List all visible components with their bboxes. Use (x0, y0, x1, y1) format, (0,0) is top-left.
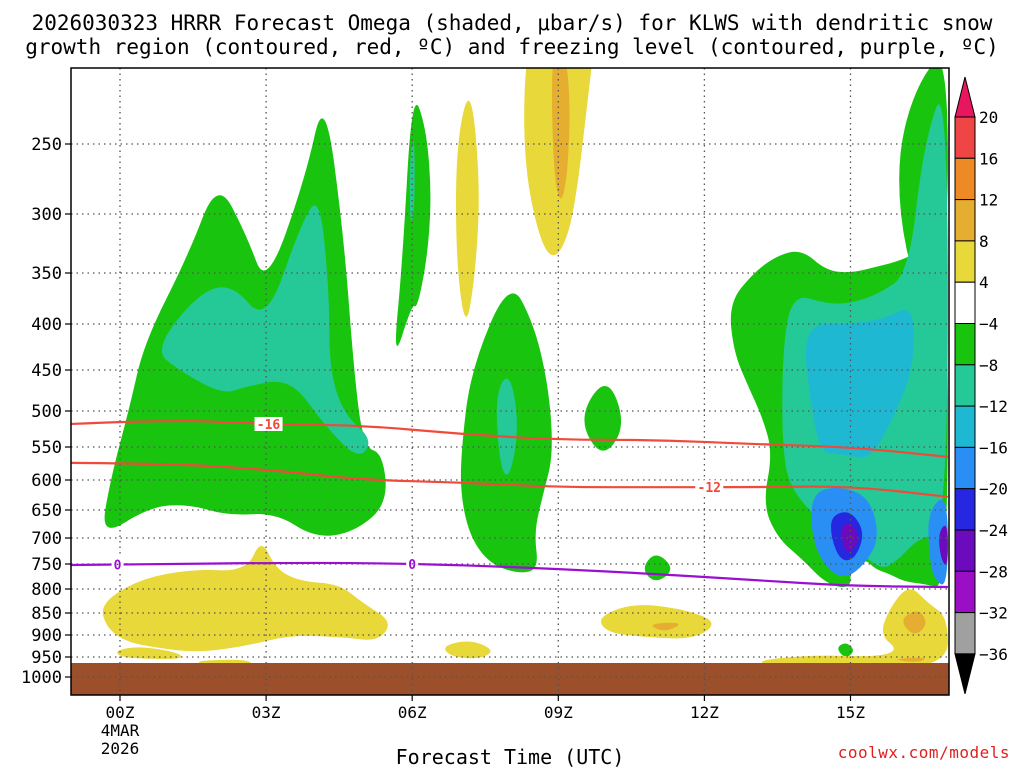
grid (71, 68, 949, 695)
colorbar-label-10: −24 (979, 521, 1008, 540)
x-tick-06Z: 06Z (398, 703, 427, 722)
contour-label-bg (111, 557, 124, 572)
x-tick-03Z: 03Z (252, 703, 281, 722)
date-label-1: 2026 (101, 739, 140, 758)
omega-region-rise-0700 (456, 100, 479, 317)
colorbar-swatch-8 (954, 405, 976, 448)
colorbar-swatch-12 (954, 570, 976, 614)
x-tick-00Z: 00Z (106, 703, 135, 722)
terrain-band (71, 663, 949, 695)
contour-freezing_level (71, 561, 948, 589)
contour-label-bg (406, 557, 419, 571)
colorbar-label-8: −16 (979, 438, 1008, 457)
colorbar-label-13: −36 (979, 645, 1008, 664)
omega-region-rise-low-right-core (903, 611, 926, 634)
contours: -16 -12 0 0 (71, 416, 949, 589)
colorbar-swatch-3 (954, 199, 976, 242)
omega-region-rise-0900-core (551, 68, 570, 199)
omega-region-sink-0800-core (496, 378, 517, 475)
y-tick-800: 800 (31, 580, 62, 600)
colorbar-swatch-4 (954, 240, 976, 283)
x-tick-15Z: 15Z (836, 703, 865, 722)
colorbar: 20 16 12 8 4 −4 −8 −12 −16 −20 −24 −28 −32 −36 (954, 76, 1008, 695)
colorbar-swatch-7 (954, 364, 976, 407)
colorbar-label-0: 20 (979, 108, 998, 127)
colorbar-swatch-11 (954, 529, 976, 572)
chart-title-line2: growth region (contoured, red, ºC) and f… (25, 35, 999, 59)
y-tick-550: 550 (31, 438, 62, 458)
omega-region-sink-1000 (584, 385, 622, 451)
omega-region-rise-low-mid2-core (652, 622, 679, 631)
y-tick-750: 750 (31, 555, 62, 575)
x-tick-12Z: 12Z (690, 703, 719, 722)
colorbar-cap-bottom (954, 653, 976, 695)
omega-region-rise-low-mid2 (601, 605, 712, 639)
omega-shading (102, 68, 948, 667)
omega-region-rise-low-right (761, 589, 948, 667)
colorbar-label-11: −28 (979, 562, 1008, 581)
colorbar-swatch-5 (954, 281, 976, 325)
y-tick-400: 400 (31, 315, 62, 335)
colorbar-swatch-13 (954, 612, 976, 655)
y-axis: 2503003504004505005506006507007508008509… (21, 135, 71, 688)
omega-region-sink-right-edge-core (939, 525, 948, 565)
colorbar-label-7: −12 (979, 397, 1008, 416)
colorbar-swatch-10 (954, 488, 976, 531)
omega-region-sink-right-low-max (841, 523, 858, 552)
colorbar-label-6: −8 (979, 356, 998, 375)
y-tick-1000: 1000 (21, 668, 62, 688)
plot-frame (70, 67, 950, 696)
omega-region-sink-right-edge (928, 499, 948, 585)
contour-label-bg (695, 480, 724, 495)
colorbar-label-12: −32 (979, 604, 1008, 623)
omega-region-rise-low-right-core2 (897, 657, 925, 662)
y-tick-300: 300 (31, 205, 62, 225)
y-tick-250: 250 (31, 135, 62, 155)
contour-label-dgz_top: -16 (257, 418, 281, 433)
chart-title-line1: 2026030323 HRRR Forecast Omega (shaded, … (31, 11, 993, 35)
x-tick-09Z: 09Z (544, 703, 573, 722)
omega-region-rise-low-left (102, 546, 388, 652)
colorbar-swatch-1 (954, 116, 976, 159)
colorbar-label-2: 12 (979, 191, 998, 210)
y-tick-450: 450 (31, 361, 62, 381)
date-label-0: 4MAR (101, 721, 140, 740)
colorbar-swatch-6 (954, 323, 976, 366)
y-tick-350: 350 (31, 264, 62, 284)
omega-region-sink-0530 (395, 104, 431, 347)
y-tick-850: 850 (31, 604, 62, 624)
colorbar-cap-top (954, 76, 976, 118)
contour-label-dgz_bottom: -12 (698, 481, 721, 496)
y-tick-600: 600 (31, 471, 62, 491)
contour-label-bg (254, 416, 283, 431)
contour-dgz_bottom (71, 461, 949, 498)
colorbar-label-5: −4 (979, 315, 998, 334)
omega-region-sink-0530-core (409, 140, 415, 221)
colorbar-label-9: −20 (979, 480, 1008, 499)
colorbar-label-3: 8 (979, 232, 989, 251)
credit-link[interactable]: coolwx.com/models (837, 743, 1010, 762)
x-axis-label: Forecast Time (UTC) (396, 745, 625, 768)
y-tick-900: 900 (31, 626, 62, 646)
colorbar-label-1: 16 (979, 149, 998, 168)
y-tick-950: 950 (31, 648, 62, 668)
y-tick-500: 500 (31, 402, 62, 422)
contour-label-freezing_level: 0 (114, 559, 122, 574)
omega-region-sink-upper-left-core (161, 205, 369, 454)
y-tick-700: 700 (31, 529, 62, 549)
omega-region-sink-right-inner (805, 309, 914, 458)
colorbar-swatch-9 (954, 446, 976, 490)
y-tick-650: 650 (31, 501, 62, 521)
colorbar-label-4: 4 (979, 273, 989, 292)
omega-region-rise-low-left-b (117, 647, 182, 659)
contour-label-freezing_level: 0 (408, 558, 416, 573)
contour-dgz_top (71, 419, 949, 458)
omega-region-sink-1500-small (838, 643, 853, 657)
colorbar-swatch-2 (954, 157, 976, 201)
omega-region-rise-low-mid (445, 641, 491, 659)
